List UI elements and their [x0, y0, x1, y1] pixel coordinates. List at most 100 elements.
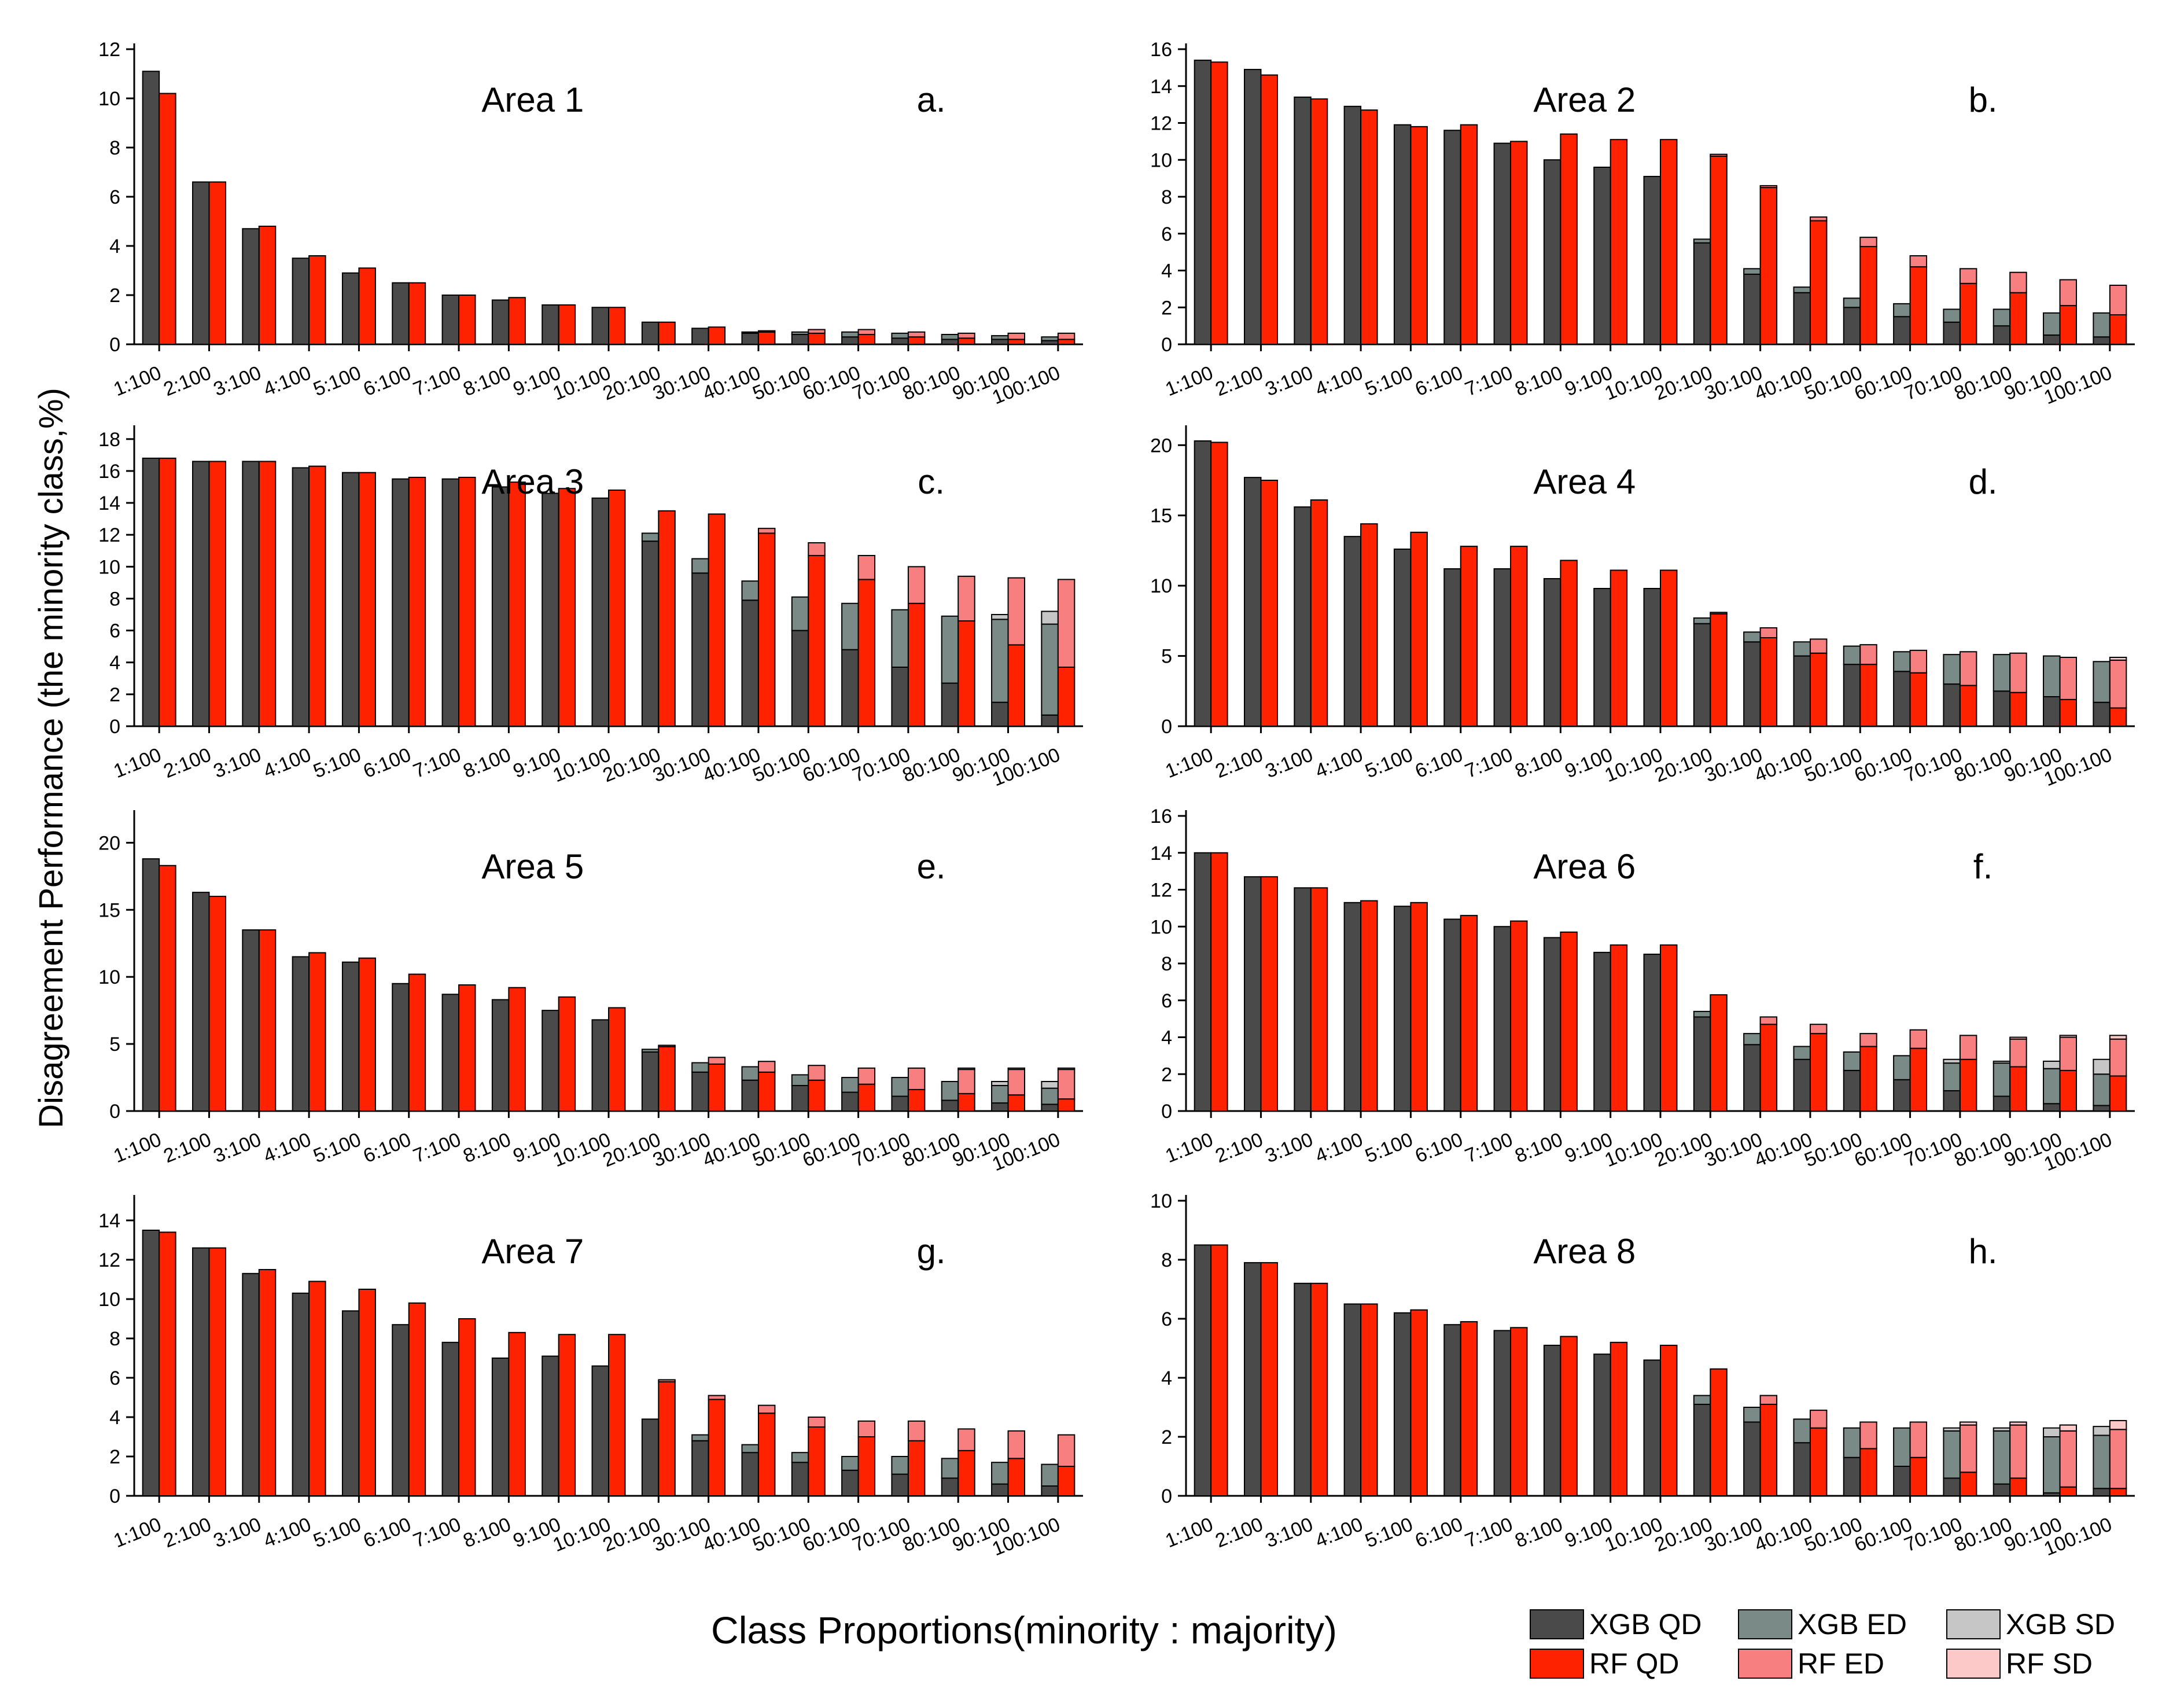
bar-rf-qd: [1510, 141, 1528, 345]
y-tick-label: 12: [1150, 880, 1172, 902]
bar-rf-qd: [358, 957, 376, 1112]
y-tick-label: 10: [1150, 575, 1172, 597]
bar-xgb-qd: [1893, 1079, 1911, 1112]
bar-xgb-qd: [691, 1071, 709, 1112]
bar-rf-qd: [2059, 698, 2078, 727]
y-tick-label: 6: [1161, 990, 1172, 1012]
y-tick-label: 0: [1161, 1485, 1172, 1507]
bar-rf-ed: [757, 528, 776, 534]
x-tick-label: 7:100: [1462, 1513, 1516, 1552]
x-tick-label: 1:100: [111, 1513, 164, 1552]
bar-rf-sd: [1007, 1067, 1026, 1071]
bar-rf-qd: [458, 1318, 476, 1496]
bar-xgb-qd: [1743, 1044, 1761, 1112]
bar-rf-qd: [159, 865, 176, 1112]
bar-xgb-qd: [891, 1473, 909, 1497]
bar-rf-qd: [308, 465, 326, 727]
bar-xgb-qd: [691, 572, 709, 727]
bar-rf-ed: [1959, 1035, 1977, 1060]
x-tick-label: 6:100: [360, 744, 414, 782]
bar-xgb-ed: [1743, 631, 1761, 643]
bar-xgb-qd: [242, 1272, 260, 1497]
bar-rf-qd: [558, 304, 576, 345]
x-tick-label: 3:100: [211, 744, 264, 782]
bar-rf-ed: [1909, 1029, 1928, 1049]
bar-rf-ed: [957, 575, 975, 622]
y-tick-label: 16: [1150, 39, 1172, 61]
bar-xgb-qd: [1041, 1485, 1059, 1496]
panel-letter: h.: [1969, 1232, 1998, 1271]
bar-xgb-qd: [791, 1084, 809, 1112]
bar-rf-qd: [1410, 531, 1428, 727]
panel-title: Area 5: [481, 847, 584, 886]
bar-xgb-sd: [2043, 1427, 2061, 1437]
bar-rf-ed: [1057, 1069, 1076, 1100]
bar-xgb-qd: [1343, 902, 1362, 1112]
bar-rf-ed: [2059, 657, 2078, 700]
bar-xgb-ed: [841, 602, 859, 650]
bar-rf-qd: [258, 929, 277, 1112]
x-tick-label: 6:100: [1412, 362, 1466, 400]
panel-letter: f.: [1973, 847, 1993, 886]
bar-rf-qd: [1510, 920, 1528, 1112]
y-tick-label: 0: [109, 716, 120, 738]
bar-rf-qd: [458, 984, 476, 1112]
bar-xgb-qd: [741, 599, 759, 727]
panel-title: Area 3: [481, 462, 584, 501]
bar-xgb-qd: [591, 497, 610, 727]
bar-rf-ed: [1759, 1016, 1778, 1025]
bar-xgb-qd: [292, 956, 310, 1112]
bar-xgb-ed: [1743, 268, 1761, 275]
x-tick-label: 5:100: [1362, 1128, 1416, 1167]
panel-title: Area 8: [1533, 1232, 1636, 1271]
legend-swatch-rf-ed: [1738, 1649, 1792, 1679]
bar-xgb-ed: [1693, 238, 1711, 244]
bar-xgb-ed: [891, 332, 909, 339]
bar-rf-qd: [1410, 1309, 1428, 1496]
bar-rf-qd: [757, 1071, 776, 1112]
panel-letter: g.: [917, 1232, 946, 1271]
x-tick-label: 8:100: [1512, 744, 1566, 782]
y-tick-label: 18: [98, 429, 120, 451]
bar-rf-ed: [1959, 1424, 1977, 1473]
y-tick-label: 0: [109, 1485, 120, 1507]
bar-rf-sd: [2109, 1035, 2127, 1040]
bar-rf-qd: [608, 1007, 626, 1112]
bar-xgb-qd: [341, 472, 360, 727]
bar-rf-qd: [1759, 187, 1778, 345]
bar-rf-ed: [1007, 332, 1026, 340]
y-tick-label: 4: [109, 652, 120, 674]
bar-xgb-qd: [292, 258, 310, 345]
x-tick-label: 3:100: [211, 1513, 264, 1552]
bar-xgb-qd: [941, 1477, 959, 1496]
bar-rf-ed: [2109, 1429, 2127, 1489]
bar-rf-ed: [1007, 577, 1026, 646]
panels: 0246810121:1002:1003:1004:1005:1006:1007…: [98, 39, 2135, 1560]
x-tick-label: 2:100: [1212, 1128, 1266, 1167]
bar-rf-ed: [957, 1428, 975, 1451]
bar-xgb-sd: [1041, 610, 1059, 625]
bar-rf-qd: [1959, 1472, 1977, 1496]
bar-xgb-qd: [1843, 1069, 1861, 1112]
bar-xgb-ed: [1743, 1033, 1761, 1046]
bar-rf-qd: [1260, 876, 1278, 1112]
bar-rf-qd: [957, 620, 975, 727]
bar-rf-qd: [258, 461, 277, 727]
bar-rf-qd: [558, 488, 576, 727]
x-tick-label: 1:100: [111, 362, 164, 400]
panel-8: 0 2 4 6 8 10 1:1002:1003:1004:1005:1006:1007:1…: [1150, 1190, 2135, 1560]
y-tick-label: 0: [1161, 334, 1172, 356]
bar-rf-qd: [1809, 652, 1828, 727]
bar-rf-qd: [1057, 339, 1076, 345]
bar-xgb-ed: [941, 1458, 959, 1479]
bar-xgb-qd: [1993, 325, 2011, 345]
bar-xgb-qd: [1194, 60, 1212, 345]
bar-rf-ed: [857, 1420, 876, 1438]
bar-xgb-ed: [1893, 303, 1911, 318]
bar-rf-sd: [2059, 1035, 2078, 1038]
y-tick-label: 8: [1161, 953, 1172, 975]
y-tick-label: 6: [109, 1367, 120, 1389]
bar-xgb-ed: [1843, 1051, 1861, 1071]
bar-xgb-ed: [2093, 1434, 2111, 1489]
y-tick-label: 2: [1161, 1426, 1172, 1448]
